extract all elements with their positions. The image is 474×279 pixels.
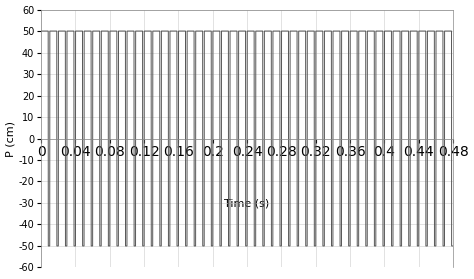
X-axis label: Time (s): Time (s)	[225, 198, 270, 208]
Y-axis label: P (cm): P (cm)	[6, 121, 16, 157]
